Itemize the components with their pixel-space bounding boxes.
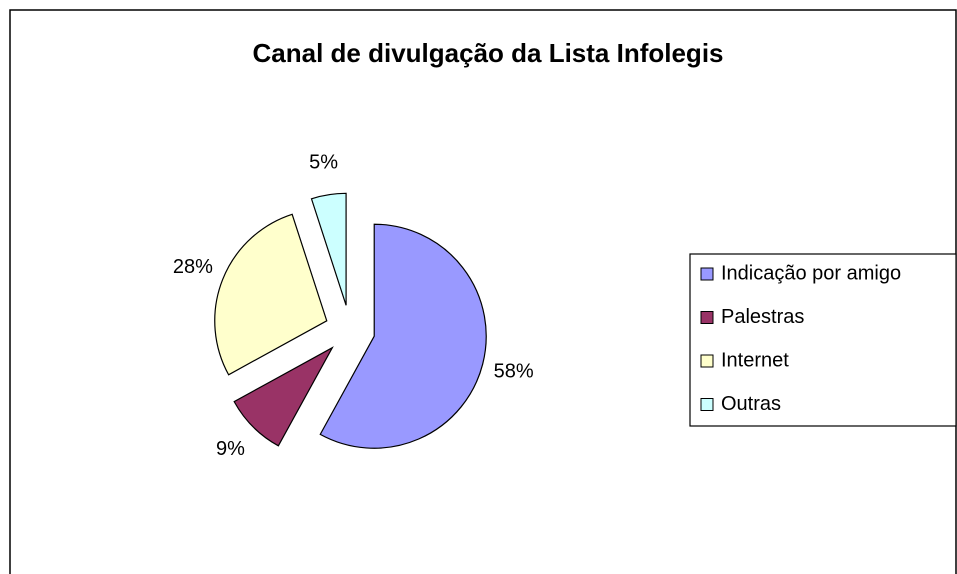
legend-label: Outras <box>721 393 781 415</box>
data-label: 5% <box>309 151 338 173</box>
pie-slice <box>233 346 334 447</box>
legend-box <box>689 253 957 427</box>
legend-swatch <box>700 354 714 368</box>
legend-swatch <box>700 398 714 411</box>
data-label: 28% <box>173 256 213 278</box>
pie-slice <box>214 213 328 376</box>
legend-swatch <box>700 311 714 324</box>
pie-slice <box>310 192 347 306</box>
legend-swatch <box>700 267 714 281</box>
legend-label: Palestras <box>721 306 804 328</box>
data-label: 9% <box>216 438 245 460</box>
legend-label: Internet <box>721 349 789 371</box>
legend-label: Indicação por amigo <box>721 262 901 284</box>
data-label: 58% <box>494 360 534 382</box>
pie-slice <box>319 223 487 449</box>
chart-title: Canal de divulgação da Lista Infolegis <box>253 38 724 68</box>
